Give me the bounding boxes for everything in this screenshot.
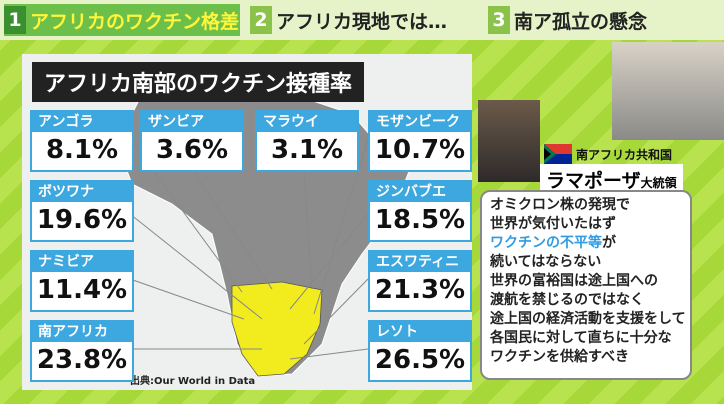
country-name: 南アフリカ xyxy=(32,322,132,342)
country-box: ザンビア 3.6% xyxy=(140,110,244,172)
vaccination-rate: 23.8% xyxy=(36,345,128,375)
country-name: マラウイ xyxy=(257,112,357,132)
president-photo xyxy=(478,100,540,182)
tab-label: アフリカのワクチン格差 xyxy=(30,10,240,33)
tab-label: 南ア孤立の懸念 xyxy=(514,10,648,33)
connectors xyxy=(129,138,369,360)
country-box: ナミビア 11.4% xyxy=(30,250,134,312)
tab[interactable]: 2 アフリカ現地では… xyxy=(250,4,478,36)
quote-text: が xyxy=(602,235,616,251)
quote-line: オミクロン株の発現で xyxy=(490,197,630,213)
country-box: レソト 26.5% xyxy=(368,320,472,382)
source: 出典:Our World in Data xyxy=(130,376,256,387)
quote-line: ワクチンの不平等が xyxy=(490,234,682,253)
speaker-nameplate: ラマポーザ 大統領 xyxy=(540,164,683,195)
country-box: モザンビーク 10.7% xyxy=(368,110,472,172)
country-name: モザンビーク xyxy=(370,112,470,132)
quote-line: 世界が気付いたはず xyxy=(490,216,616,232)
quote-line: 世界の富裕国は途上国への xyxy=(490,273,658,289)
quote-highlight: ワクチンの不平等 xyxy=(490,235,602,251)
vaccination-rate: 19.6% xyxy=(36,205,128,235)
country-box: ジンバブエ 18.5% xyxy=(368,180,472,242)
quote-box: オミクロン株の発現で 世界が気付いたはず ワクチンの不平等が 続いてはならない 世界の富… xyxy=(480,190,692,380)
infographic-panel: アフリカ南部のワクチン接種率 出典:Our World in Data アンゴラ… xyxy=(22,54,472,390)
country-name: ボツワナ xyxy=(32,182,132,202)
vaccination-rate: 10.7% xyxy=(374,135,466,165)
vaccination-rate: 3.6% xyxy=(155,135,229,165)
vaccination-rate: 26.5% xyxy=(374,345,466,375)
country-name: ジンバブエ xyxy=(370,182,470,202)
tab[interactable]: 1 アフリカのワクチン格差 xyxy=(4,4,240,36)
anchor-photo xyxy=(612,42,724,140)
country-box: アンゴラ 8.1% xyxy=(30,110,134,172)
tab-number: 1 xyxy=(4,6,26,34)
speaker-title: 大統領 xyxy=(640,176,677,190)
country-name: ザンビア xyxy=(142,112,242,132)
country-box: ボツワナ 19.6% xyxy=(30,180,134,242)
flag xyxy=(544,144,572,164)
infographic-title: アフリカ南部のワクチン接種率 xyxy=(32,62,365,102)
quote-line: 各国民に対して直ちに十分な xyxy=(490,330,672,346)
quote-line: ワクチンを供給すべき xyxy=(490,349,630,365)
vaccination-rate: 18.5% xyxy=(374,205,466,235)
country-name: ナミビア xyxy=(32,252,132,272)
vaccination-rate: 3.1% xyxy=(270,135,344,165)
country-name: エスワティニ xyxy=(370,252,470,272)
country-box: エスワティニ 21.3% xyxy=(368,250,472,312)
tab-label: アフリカ現地では… xyxy=(276,10,448,33)
southern-africa xyxy=(231,281,323,377)
country-box: マラウイ 3.1% xyxy=(255,110,359,172)
quote-line: 途上国の経済活動を支援をして xyxy=(490,311,686,327)
vaccination-rate: 11.4% xyxy=(36,275,128,305)
quote-line: 続いてはならない xyxy=(490,254,602,270)
country-box: 南アフリカ 23.8% xyxy=(30,320,134,382)
country-name: レソト xyxy=(370,322,470,342)
speaker-country: 南アフリカ共和国 xyxy=(576,148,673,162)
speaker-name: ラマポーザ xyxy=(546,170,641,192)
vaccination-rate: 21.3% xyxy=(374,275,466,305)
tab-number: 3 xyxy=(488,6,510,34)
tab[interactable]: 3 南ア孤立の懸念 xyxy=(488,4,718,36)
vaccination-rate: 8.1% xyxy=(45,135,119,165)
tab-number: 2 xyxy=(250,6,272,34)
quote-line: 渡航を禁じるのではなく xyxy=(490,292,644,308)
country-name: アンゴラ xyxy=(32,112,132,132)
